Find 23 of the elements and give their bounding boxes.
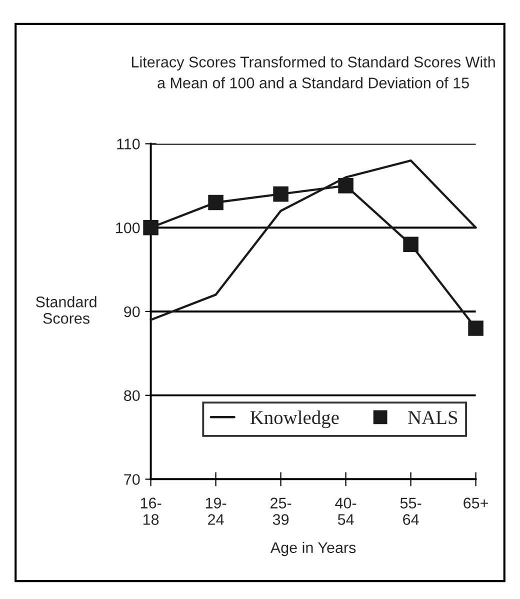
point <box>468 320 484 336</box>
point <box>338 178 354 194</box>
x-tick-label: 65+ <box>464 498 488 508</box>
x-tick-label: 19- 24 <box>206 498 226 525</box>
x-tick-label: 40- 54 <box>335 498 356 525</box>
legend-label: Knowledge <box>250 410 339 428</box>
y-tick-label: 110 <box>117 138 140 150</box>
point <box>143 220 158 236</box>
x-tick-label: 16- 18 <box>140 498 162 525</box>
legend-label: NALS <box>408 411 458 424</box>
y-tick-label: 90 <box>124 306 140 318</box>
point <box>273 186 288 202</box>
x-tick-label: 55- 64 <box>400 498 422 525</box>
x-axis-title: Age in Years <box>270 542 356 556</box>
point <box>403 236 418 252</box>
point <box>208 194 224 210</box>
y-axis-title: Standard Scores <box>36 296 96 324</box>
x-tick-label: 25- 39 <box>270 498 292 525</box>
line-series <box>150 159 477 321</box>
y-tick-label: 80 <box>124 390 140 402</box>
y-tick-label: 70 <box>124 474 140 485</box>
chart-title: Literacy Scores Transformed to Standard Scores With a Mean of 100 and a Standard Deviation of 15 <box>132 56 495 88</box>
y-tick-label: 100 <box>116 222 140 234</box>
